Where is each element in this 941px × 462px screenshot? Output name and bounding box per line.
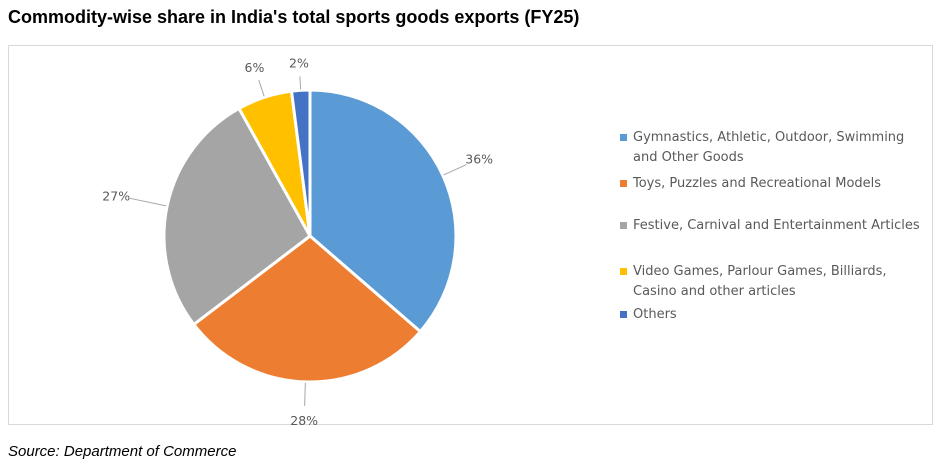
leader-line	[258, 80, 265, 97]
pie-slice	[191, 234, 423, 384]
legend-swatch	[620, 134, 627, 141]
legend-item: Video Games, Parlour Games, Billiards, C…	[620, 262, 930, 302]
legend-label: Gymnastics, Athletic, Outdoor, Swimming …	[633, 130, 905, 165]
legend-label: Others	[633, 307, 677, 322]
legend-item: Toys, Puzzles and Recreational Models	[620, 174, 930, 194]
data-label: 27%	[102, 188, 130, 203]
legend-item: Others	[620, 305, 930, 325]
legend-swatch	[620, 268, 627, 275]
leader-line	[443, 164, 467, 176]
pie-slice	[289, 88, 312, 237]
leader-line	[129, 197, 167, 207]
legend-item: Festive, Carnival and Entertainment Arti…	[620, 216, 930, 236]
data-label: 6%	[245, 60, 265, 75]
pie-slice	[162, 106, 312, 327]
data-label: 2%	[289, 55, 309, 70]
data-label: 28%	[290, 413, 318, 428]
legend-item: Gymnastics, Athletic, Outdoor, Swimming …	[620, 128, 930, 168]
legend-label: Video Games, Parlour Games, Billiards, C…	[633, 264, 887, 299]
legend-swatch	[620, 180, 627, 187]
chart-frame	[8, 45, 933, 425]
leader-line	[304, 382, 306, 406]
legend-swatch	[620, 311, 627, 318]
legend-swatch	[620, 222, 627, 229]
leader-line	[299, 76, 302, 90]
legend-label: Festive, Carnival and Entertainment Arti…	[633, 218, 920, 233]
chart-title: Commodity-wise share in India's total sp…	[8, 7, 580, 27]
pie-slice	[308, 88, 458, 334]
data-label: 36%	[465, 152, 493, 167]
legend-label: Toys, Puzzles and Recreational Models	[633, 176, 882, 191]
source-note: Source: Department of Commerce	[8, 443, 237, 460]
